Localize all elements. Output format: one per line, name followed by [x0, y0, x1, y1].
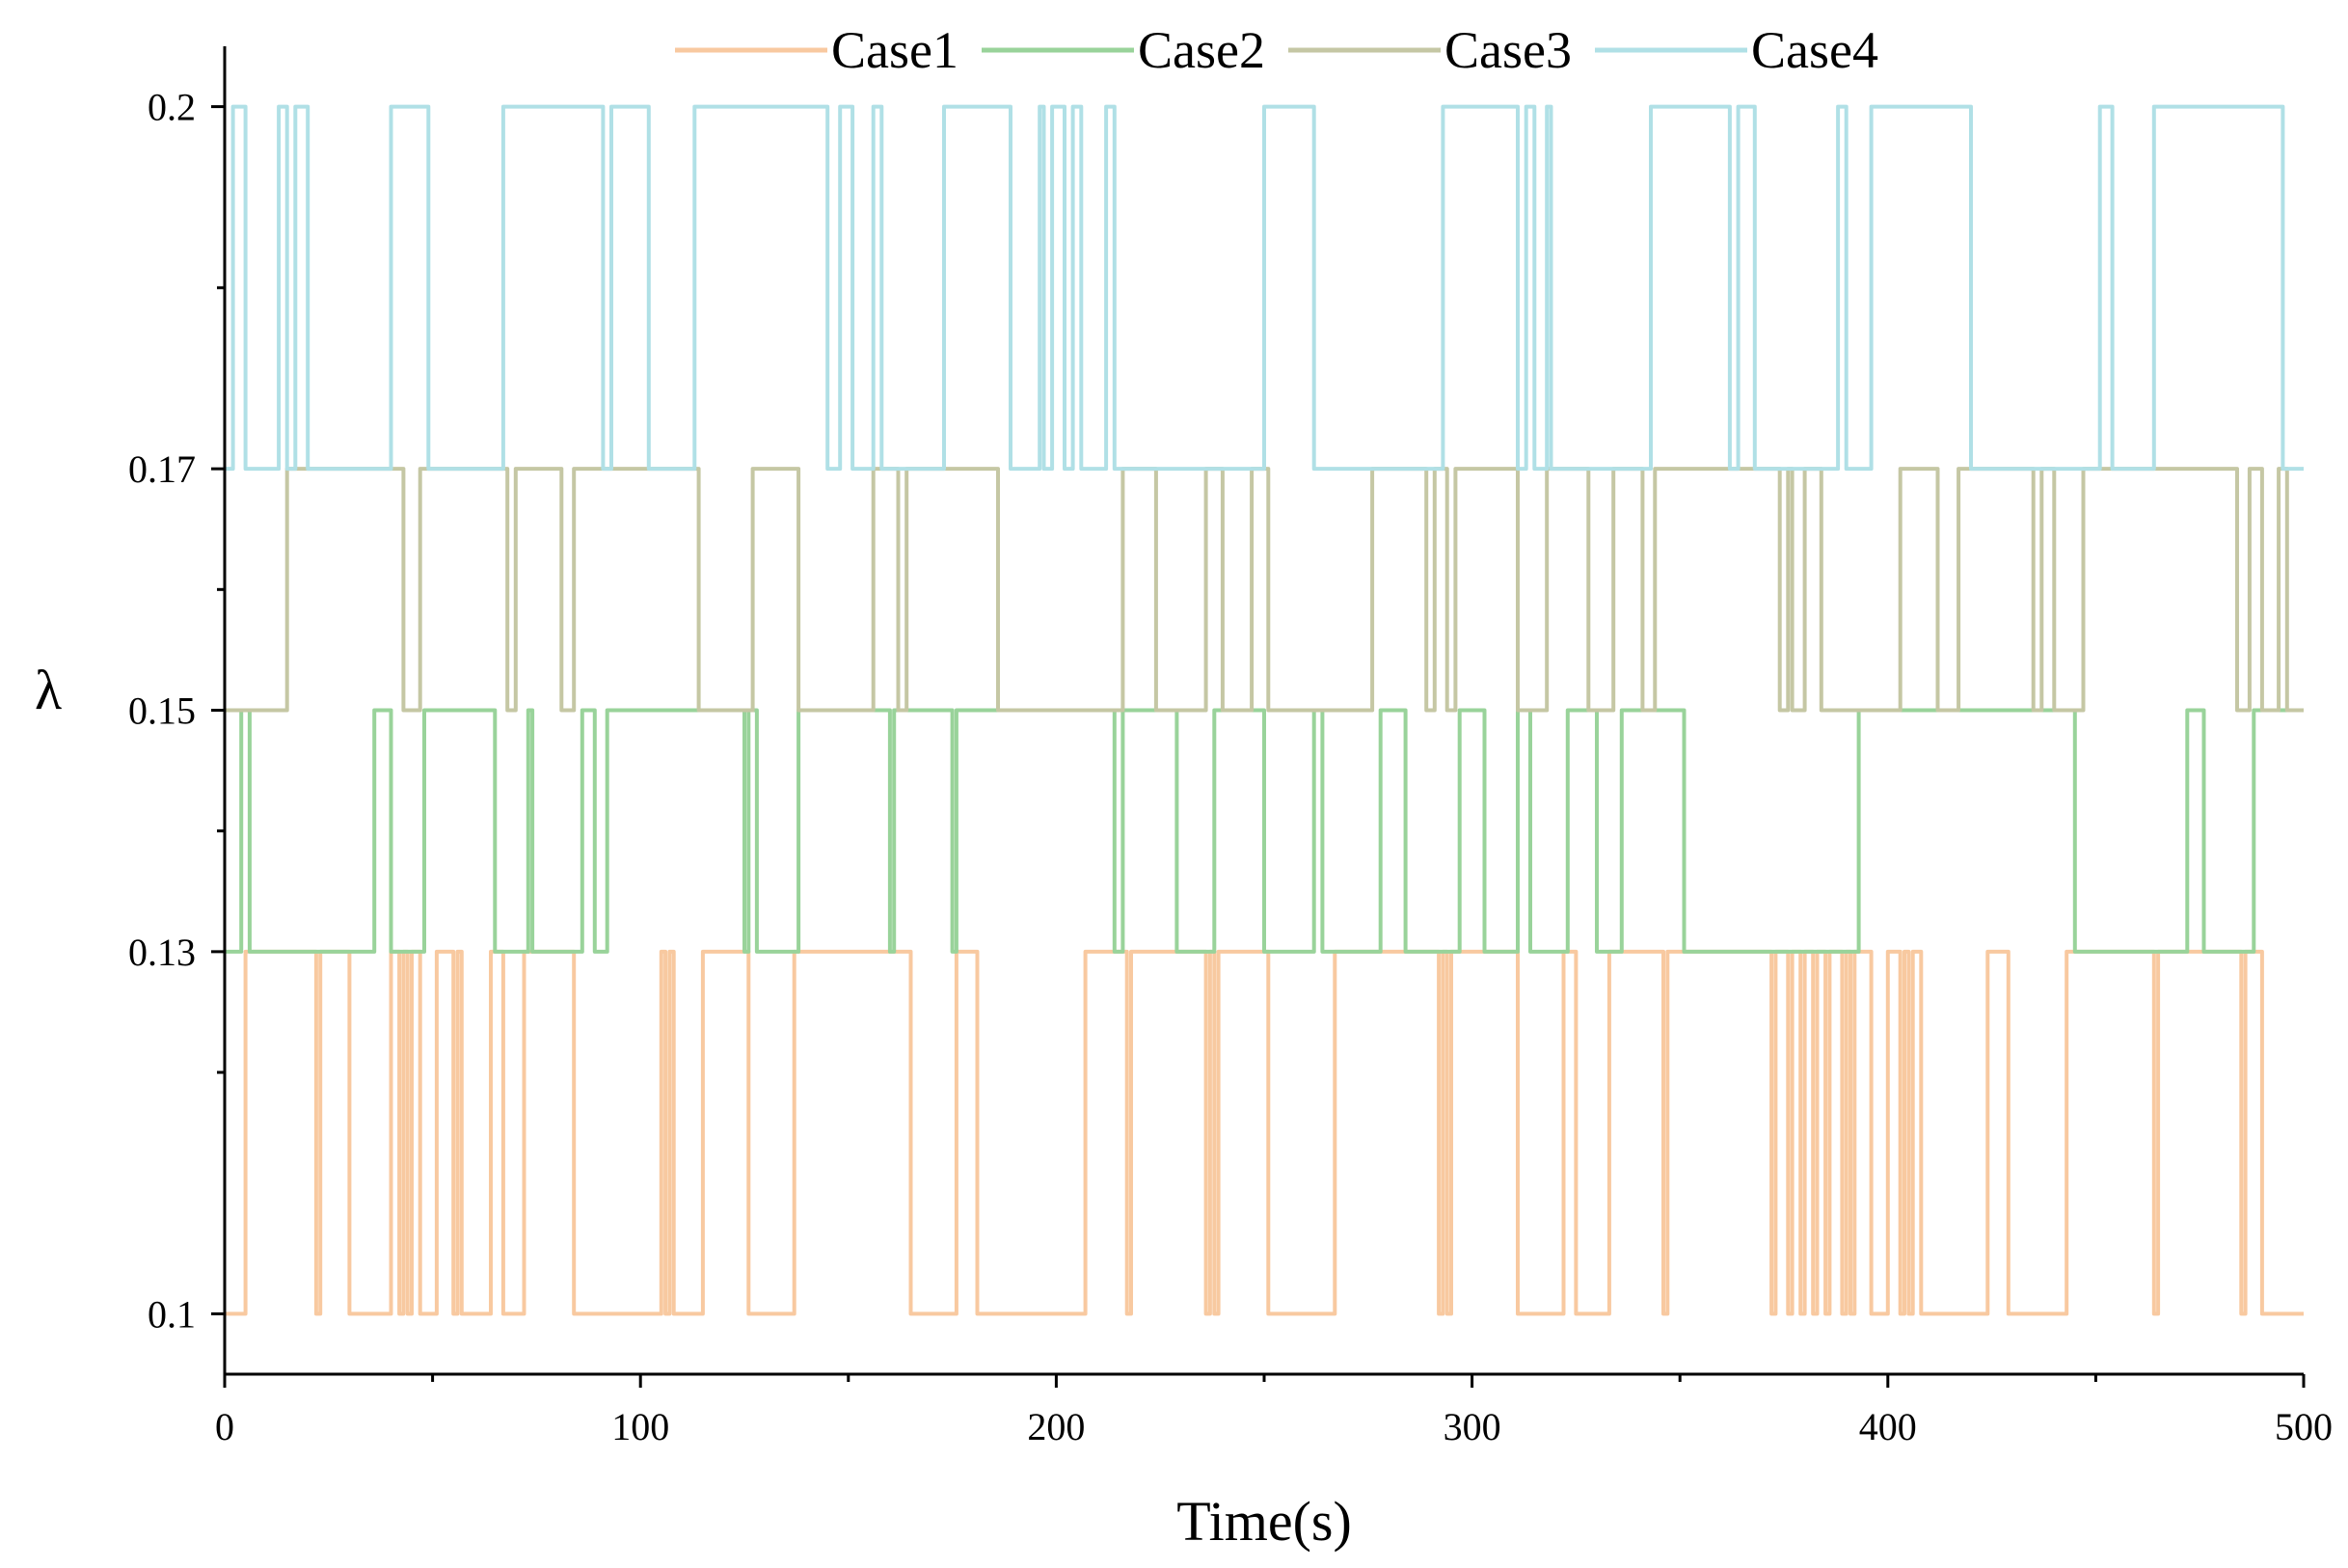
x-tick-label: 300	[1444, 1405, 1501, 1448]
x-tick-label: 100	[611, 1405, 669, 1448]
legend-label-case2: Case2	[1138, 21, 1265, 79]
series-line-case2	[225, 708, 2304, 954]
x-tick-label: 400	[1859, 1405, 1917, 1448]
series-layer	[225, 104, 2304, 1316]
legend: Case1 Case2 Case3 Case4	[675, 21, 1878, 79]
series-line-case4	[225, 104, 2304, 472]
y-axis-title: λ	[35, 659, 62, 721]
x-tick-label: 500	[2275, 1405, 2333, 1448]
series-line-case3	[225, 467, 2304, 713]
y-tick-label: 0.13	[128, 931, 196, 974]
y-tick-label: 0.2	[148, 86, 196, 129]
legend-label-case4: Case4	[1751, 21, 1878, 79]
series-line-case1	[225, 949, 2304, 1316]
legend-label-case3: Case3	[1444, 21, 1572, 79]
x-tick-label: 0	[215, 1405, 234, 1448]
x-tick-label: 200	[1027, 1405, 1085, 1448]
x-axis-title: Time(s)	[1176, 1490, 1352, 1553]
legend-label-case1: Case1	[831, 21, 958, 79]
y-tick-label: 0.17	[128, 447, 196, 491]
y-tick-label: 0.1	[148, 1292, 196, 1336]
y-tick-label: 0.15	[128, 689, 196, 733]
ticks: 0 100 200 300 400 500 0.1 0.13 0.15 0.17 0.2	[128, 86, 2333, 1448]
